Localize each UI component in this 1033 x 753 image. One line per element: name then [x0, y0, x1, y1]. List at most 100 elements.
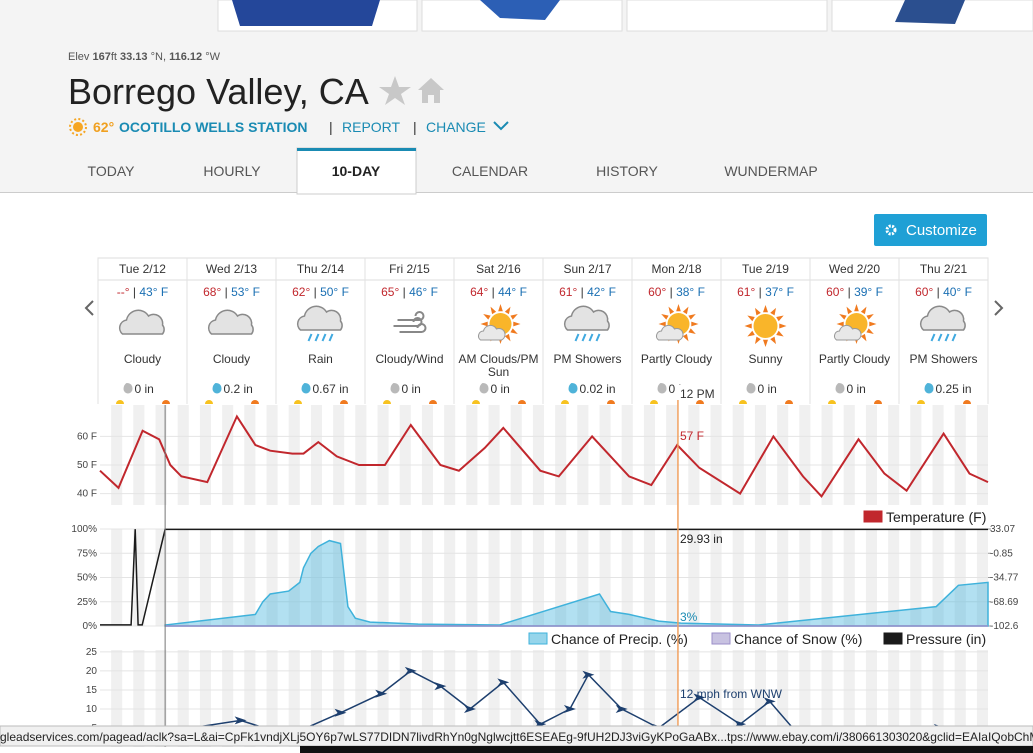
hour-stripe [133, 405, 145, 505]
favorite-star[interactable] [379, 76, 411, 105]
sunrise-dot [205, 400, 213, 404]
hour-stripe [310, 650, 322, 747]
tab[interactable]: 10-DAY [332, 163, 381, 179]
sun-ray [779, 323, 787, 329]
next-arrow[interactable] [994, 300, 1004, 316]
hour-stripe [888, 650, 900, 747]
tab[interactable]: HOURLY [203, 163, 261, 179]
station-sun [69, 118, 87, 136]
rain-drop [937, 333, 943, 342]
hour-stripe [333, 650, 345, 747]
elev-value: 167 [92, 51, 110, 63]
tab[interactable]: HISTORY [596, 163, 658, 179]
sun-ray [691, 321, 699, 327]
sunset-dot [963, 400, 971, 404]
day-precip: 0 in [135, 382, 154, 396]
precip-drop [657, 383, 667, 394]
wind-arrow [563, 704, 576, 713]
sun-ray [483, 314, 491, 320]
area [164, 539, 989, 627]
sun-ray [504, 333, 511, 342]
report-link[interactable]: REPORT [342, 119, 401, 135]
customize-button[interactable]: Customize [874, 214, 987, 246]
cursor-precip: 3% [680, 610, 698, 624]
precip-drop [123, 383, 133, 394]
wind-arrow [763, 697, 776, 706]
change-link[interactable]: CHANGE [426, 119, 486, 135]
change-chevron[interactable] [493, 121, 509, 131]
prev-arrow[interactable] [84, 300, 94, 316]
weather-icon [393, 311, 427, 333]
day-precip: 0 in [402, 382, 421, 396]
wind-arrow [404, 666, 417, 675]
sunrise-dot [917, 400, 925, 404]
rain-drop [574, 333, 580, 342]
y-tick-label: 60 F [77, 431, 97, 442]
sun-ray [755, 336, 761, 345]
hour-stripe [643, 650, 655, 747]
tab[interactable]: WUNDERMAP [724, 163, 817, 179]
hour-stripe [222, 405, 234, 505]
hour-stripe [399, 405, 411, 505]
hour-stripe [821, 405, 833, 505]
sun-ray [762, 305, 769, 313]
hour-stripe [954, 650, 966, 747]
hour-stripe [688, 405, 700, 505]
sunset-dot [696, 400, 704, 404]
rain-drop [944, 333, 950, 342]
hour-stripe [954, 405, 966, 505]
home-icon[interactable] [418, 78, 444, 103]
hour-stripe [799, 405, 811, 505]
weather-icon [834, 304, 877, 344]
hour-stripe [310, 405, 322, 505]
cursor-time: 12 PM [680, 387, 715, 401]
hour-stripe [111, 405, 123, 505]
y-tick-label: 20 [86, 666, 98, 677]
hour-stripe [910, 405, 922, 505]
cursor-wind: 12 mph from WNW [680, 687, 783, 701]
sun-ray [676, 304, 681, 312]
day-precip: 0.67 in [313, 382, 349, 396]
sun-ray [747, 315, 755, 322]
weather-icon [296, 305, 343, 342]
wind-arrow [375, 689, 388, 698]
rain-drop [314, 333, 320, 342]
location-title: Borrego Valley, CA [68, 71, 369, 112]
day-precip: 0.2 in [224, 382, 253, 396]
hour-stripe [355, 650, 367, 747]
rain-drop [930, 333, 936, 342]
sun-ray [682, 306, 689, 315]
hour-stripe [421, 405, 433, 505]
cloud [296, 305, 343, 331]
tab[interactable]: CALENDAR [452, 163, 528, 179]
hour-stripe [621, 405, 633, 505]
y-tick-label: 25% [77, 597, 97, 608]
sun-ray [513, 321, 521, 327]
tab[interactable]: TODAY [88, 163, 136, 179]
sun-ray [866, 328, 874, 334]
hour-stripe [666, 650, 678, 747]
hour-stripe [222, 650, 234, 747]
y-tick-label: 0% [83, 621, 98, 632]
hour-stripe [577, 650, 589, 747]
station-name[interactable]: OCOTILLO WELLS STATION [119, 119, 307, 135]
hour-stripe [377, 650, 389, 747]
hour-stripe [244, 405, 256, 505]
hour-stripe [510, 650, 522, 747]
y-tick-label: 100% [71, 524, 97, 535]
sun-ray [846, 306, 853, 315]
sunrise-dot [739, 400, 747, 404]
hour-stripe [399, 650, 411, 747]
hour-stripe [466, 650, 478, 747]
hour-stripe [754, 650, 766, 747]
hour-stripe [466, 405, 478, 505]
precip-drop [212, 383, 222, 394]
cloud [207, 309, 254, 335]
hour-stripe [199, 650, 211, 747]
legend-label: Temperature (F) [886, 509, 986, 525]
sun-ray [770, 336, 776, 345]
customize-label[interactable]: Customize [906, 222, 977, 239]
legend-label: Chance of Precip. (%) [551, 631, 688, 647]
precip-drop [924, 383, 934, 394]
